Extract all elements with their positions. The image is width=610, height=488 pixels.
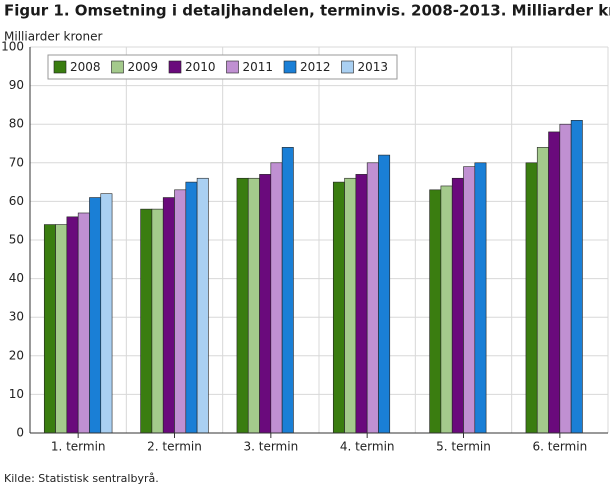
- bar: [474, 162, 487, 434]
- legend-swatch: [111, 60, 124, 74]
- legend-label: 2008: [70, 60, 101, 74]
- legend-swatch: [283, 60, 297, 74]
- bar: [281, 147, 294, 434]
- legend-swatch: [53, 60, 67, 74]
- bar: [536, 147, 549, 434]
- legend-swatch: [168, 60, 182, 74]
- bar: [366, 162, 379, 434]
- bar: [525, 162, 538, 434]
- bar: [429, 189, 442, 434]
- y-tick-label: 60: [9, 194, 24, 208]
- y-tick-label: 30: [9, 310, 24, 324]
- bar: [151, 208, 164, 434]
- x-tick-label: 1. termin: [51, 440, 106, 454]
- bar: [570, 120, 583, 434]
- legend-label: 2011: [243, 60, 274, 74]
- bar: [55, 224, 68, 434]
- bar: [100, 193, 113, 434]
- bar: [548, 131, 561, 434]
- bar: [43, 224, 56, 434]
- x-tick-label: 2. termin: [147, 440, 202, 454]
- x-tick-label: 5. termin: [436, 440, 491, 454]
- y-tick-label: 20: [9, 348, 24, 362]
- legend-label: 2013: [358, 60, 389, 74]
- x-tick-label: 4. termin: [340, 440, 395, 454]
- x-tick-label: 3. termin: [243, 440, 298, 454]
- bar: [451, 177, 464, 434]
- y-tick-label: 70: [9, 155, 24, 169]
- bar: [77, 212, 90, 434]
- legend-swatch: [341, 60, 354, 74]
- bar: [378, 154, 391, 434]
- bar: [140, 208, 153, 434]
- y-tick-label: 80: [9, 117, 24, 131]
- legend-box: [47, 54, 398, 80]
- bar: [259, 174, 272, 434]
- bar: [559, 123, 572, 434]
- y-tick-label: 100: [1, 40, 24, 54]
- bar: [236, 177, 249, 434]
- legend-label: 2009: [128, 60, 159, 74]
- bar: [89, 197, 102, 434]
- y-axis-label: Milliarder kroner: [4, 30, 102, 44]
- y-tick-label: 40: [9, 271, 24, 285]
- legend-label: 2012: [300, 60, 331, 74]
- x-tick-label: 6. termin: [532, 440, 587, 454]
- bar: [270, 162, 283, 434]
- bar: [355, 174, 368, 434]
- y-tick-label: 0: [16, 426, 24, 440]
- bar: [162, 197, 175, 434]
- bar: [440, 185, 453, 434]
- bar: [463, 166, 476, 434]
- chart-title: Figur 1. Omsetning i detaljhandelen, ter…: [4, 2, 610, 20]
- bar: [247, 177, 260, 434]
- legend-label: 2010: [185, 60, 216, 74]
- legend-swatch: [226, 60, 239, 74]
- bar: [344, 177, 357, 434]
- y-tick-label: 10: [9, 387, 24, 401]
- bar: [185, 181, 198, 434]
- bar: [332, 181, 345, 434]
- y-tick-label: 50: [9, 233, 24, 247]
- bar: [196, 177, 209, 434]
- y-tick-label: 90: [9, 78, 24, 92]
- bar: [174, 189, 187, 434]
- source: Kilde: Statistisk sentralbyrå.: [4, 472, 159, 485]
- bar: [66, 216, 79, 434]
